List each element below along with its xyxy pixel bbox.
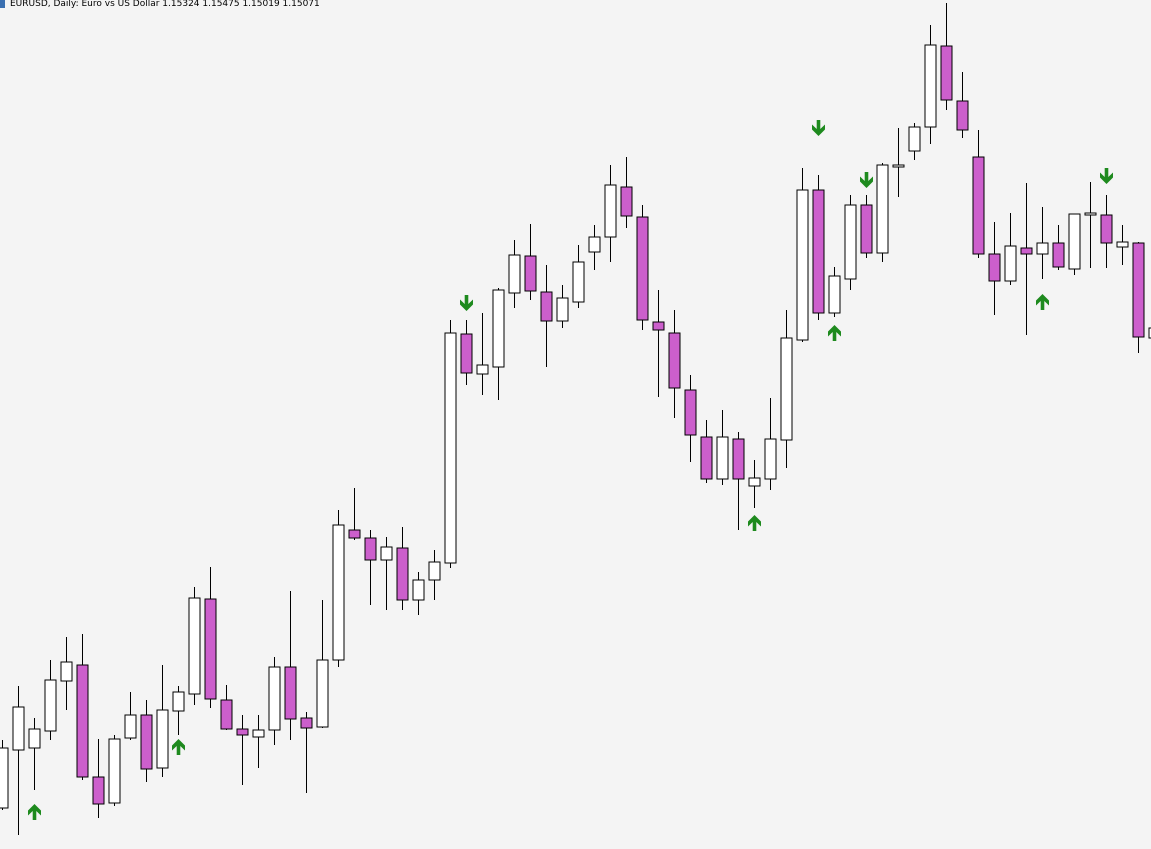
candle-body	[76, 664, 89, 778]
candle-body	[60, 661, 73, 682]
candle-body	[1068, 213, 1081, 270]
candle-body	[668, 332, 681, 389]
down-arrow	[460, 295, 473, 311]
candle-body	[300, 717, 313, 729]
candle-body	[28, 728, 41, 749]
candle-body	[1036, 242, 1049, 255]
candle-body	[44, 679, 57, 732]
candle-body	[732, 438, 745, 480]
up-arrow	[172, 739, 185, 755]
candle-body	[716, 436, 729, 480]
candle-body	[540, 291, 553, 322]
plot-area	[0, 3, 1151, 835]
candle-body	[1020, 247, 1033, 255]
candle-body	[1148, 327, 1151, 339]
candle-body	[780, 337, 793, 441]
down-arrow	[1100, 168, 1113, 184]
candle-body	[844, 204, 857, 280]
up-arrow	[28, 804, 41, 820]
candle-body	[572, 261, 585, 303]
candle-body	[124, 714, 137, 739]
candle-body	[348, 529, 361, 539]
candle-body	[940, 45, 953, 101]
candle-body	[204, 598, 217, 700]
candle-body	[1084, 212, 1097, 216]
candle-body	[1052, 242, 1065, 268]
candle-body	[588, 236, 601, 253]
candle-body	[988, 253, 1001, 282]
candle-body	[252, 729, 265, 738]
candle-body	[1132, 242, 1145, 338]
candle-body	[748, 477, 761, 487]
candle-body	[492, 289, 505, 368]
candle-body	[556, 297, 569, 322]
candle-body	[108, 738, 121, 804]
candle-body	[284, 666, 297, 720]
candle-body	[236, 728, 249, 736]
candle-body	[892, 164, 905, 168]
candle-body	[460, 333, 473, 374]
candle-body	[876, 164, 889, 254]
candle-body	[92, 776, 105, 805]
candle-body	[188, 597, 201, 695]
candle-body	[476, 364, 489, 375]
candle-body	[524, 255, 537, 292]
candle-body	[684, 389, 697, 436]
candle-body	[220, 699, 233, 730]
candle-body	[636, 216, 649, 321]
candle-body	[364, 537, 377, 561]
candle-body	[828, 275, 841, 314]
candle-body	[796, 189, 809, 341]
candle-body	[908, 126, 921, 152]
candle-body	[380, 546, 393, 561]
candle-body	[444, 332, 457, 564]
candle-body	[316, 659, 329, 728]
candle-body	[924, 44, 937, 128]
candle-body	[972, 156, 985, 255]
candle-body	[652, 321, 665, 331]
up-arrow	[748, 515, 761, 531]
chart-title: EURUSD, Daily: Euro vs US Dollar 1.15324…	[10, 0, 320, 9]
up-arrow	[1036, 294, 1049, 310]
candle-body	[12, 706, 25, 751]
down-arrow	[812, 120, 825, 136]
candle-body	[412, 579, 425, 601]
candle-body	[812, 189, 825, 314]
candle-body	[700, 436, 713, 480]
down-arrow	[860, 172, 873, 188]
candle-body	[508, 254, 521, 294]
candle-body	[1116, 241, 1129, 248]
candle-body	[604, 184, 617, 238]
candle-body	[428, 561, 441, 581]
candle-body	[396, 547, 409, 601]
candle-body	[764, 438, 777, 480]
candle-body	[860, 204, 873, 254]
up-arrow	[828, 325, 841, 341]
candle-body	[620, 186, 633, 217]
candle-body	[156, 709, 169, 769]
candle-body	[956, 100, 969, 131]
candle-body	[172, 691, 185, 712]
candle-body	[140, 714, 153, 770]
window-icon	[0, 0, 5, 8]
candle-body	[332, 524, 345, 661]
candle-body	[1100, 214, 1113, 244]
candle-body	[268, 666, 281, 731]
candle-body	[1004, 245, 1017, 282]
candle-body	[0, 747, 9, 809]
